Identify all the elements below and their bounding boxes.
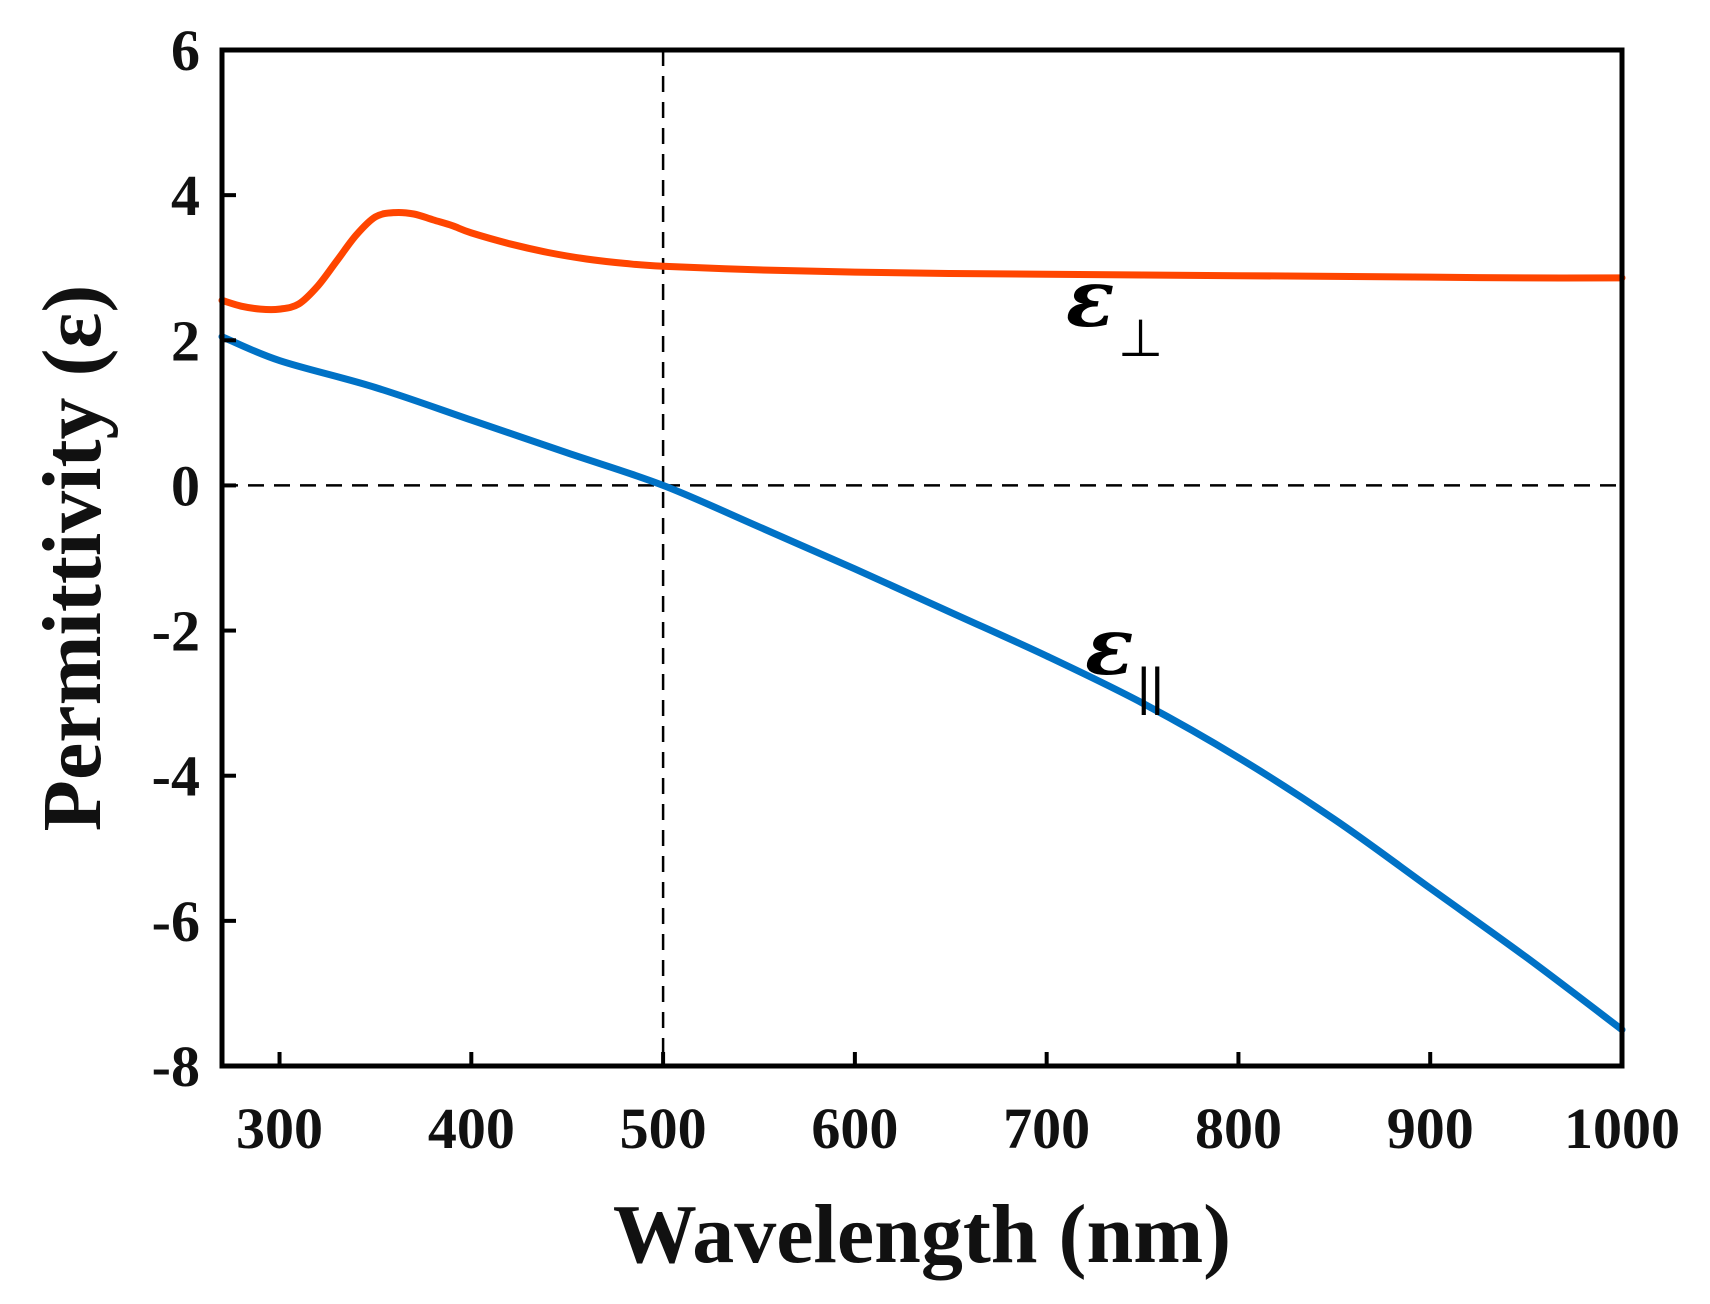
y-tick-label: -8 [152,1034,200,1099]
series-label-subscript: || [1137,658,1164,716]
series-line-1 [218,208,1626,314]
reference-lines [222,50,1622,1066]
series-layer [218,208,1626,1034]
series-label-subscript: ⊥ [1118,310,1163,368]
series-label-symbol: ε [1085,599,1134,693]
x-tick-label: 700 [1003,1096,1090,1161]
series-line-2 [218,333,1626,1034]
y-tick-label: -6 [152,889,200,954]
plot-frame [219,47,1625,1069]
y-tick-label: 6 [171,18,200,83]
y-tick-label: 2 [171,308,200,373]
y-axis-title: Permittivity (ε) [26,285,119,832]
x-tick-label: 1000 [1564,1096,1680,1161]
x-tick-label: 400 [428,1096,515,1161]
x-tick-label: 300 [236,1096,323,1161]
y-tick-label: 0 [171,453,200,518]
y-tick-label: -2 [152,599,200,664]
x-axis-title: Wavelength (nm) [613,1188,1231,1281]
tick-layer: 300 400 500 600 700 800 900 1000 6 4 2 0 -2 -4 -6 -8 [152,18,1680,1161]
x-tick-label: 600 [811,1096,898,1161]
series-label-1: ε ⊥ [1066,251,1163,368]
y-tick-label: -4 [152,744,200,809]
series-label-2: ε || [1085,599,1164,716]
y-tick-label: 4 [171,163,200,228]
x-tick-label: 500 [620,1096,707,1161]
series-label-symbol: ε [1066,251,1115,345]
x-tick-label: 900 [1387,1096,1474,1161]
x-tick-label: 800 [1195,1096,1282,1161]
series-annotations: ε ⊥ε || [1066,251,1164,716]
